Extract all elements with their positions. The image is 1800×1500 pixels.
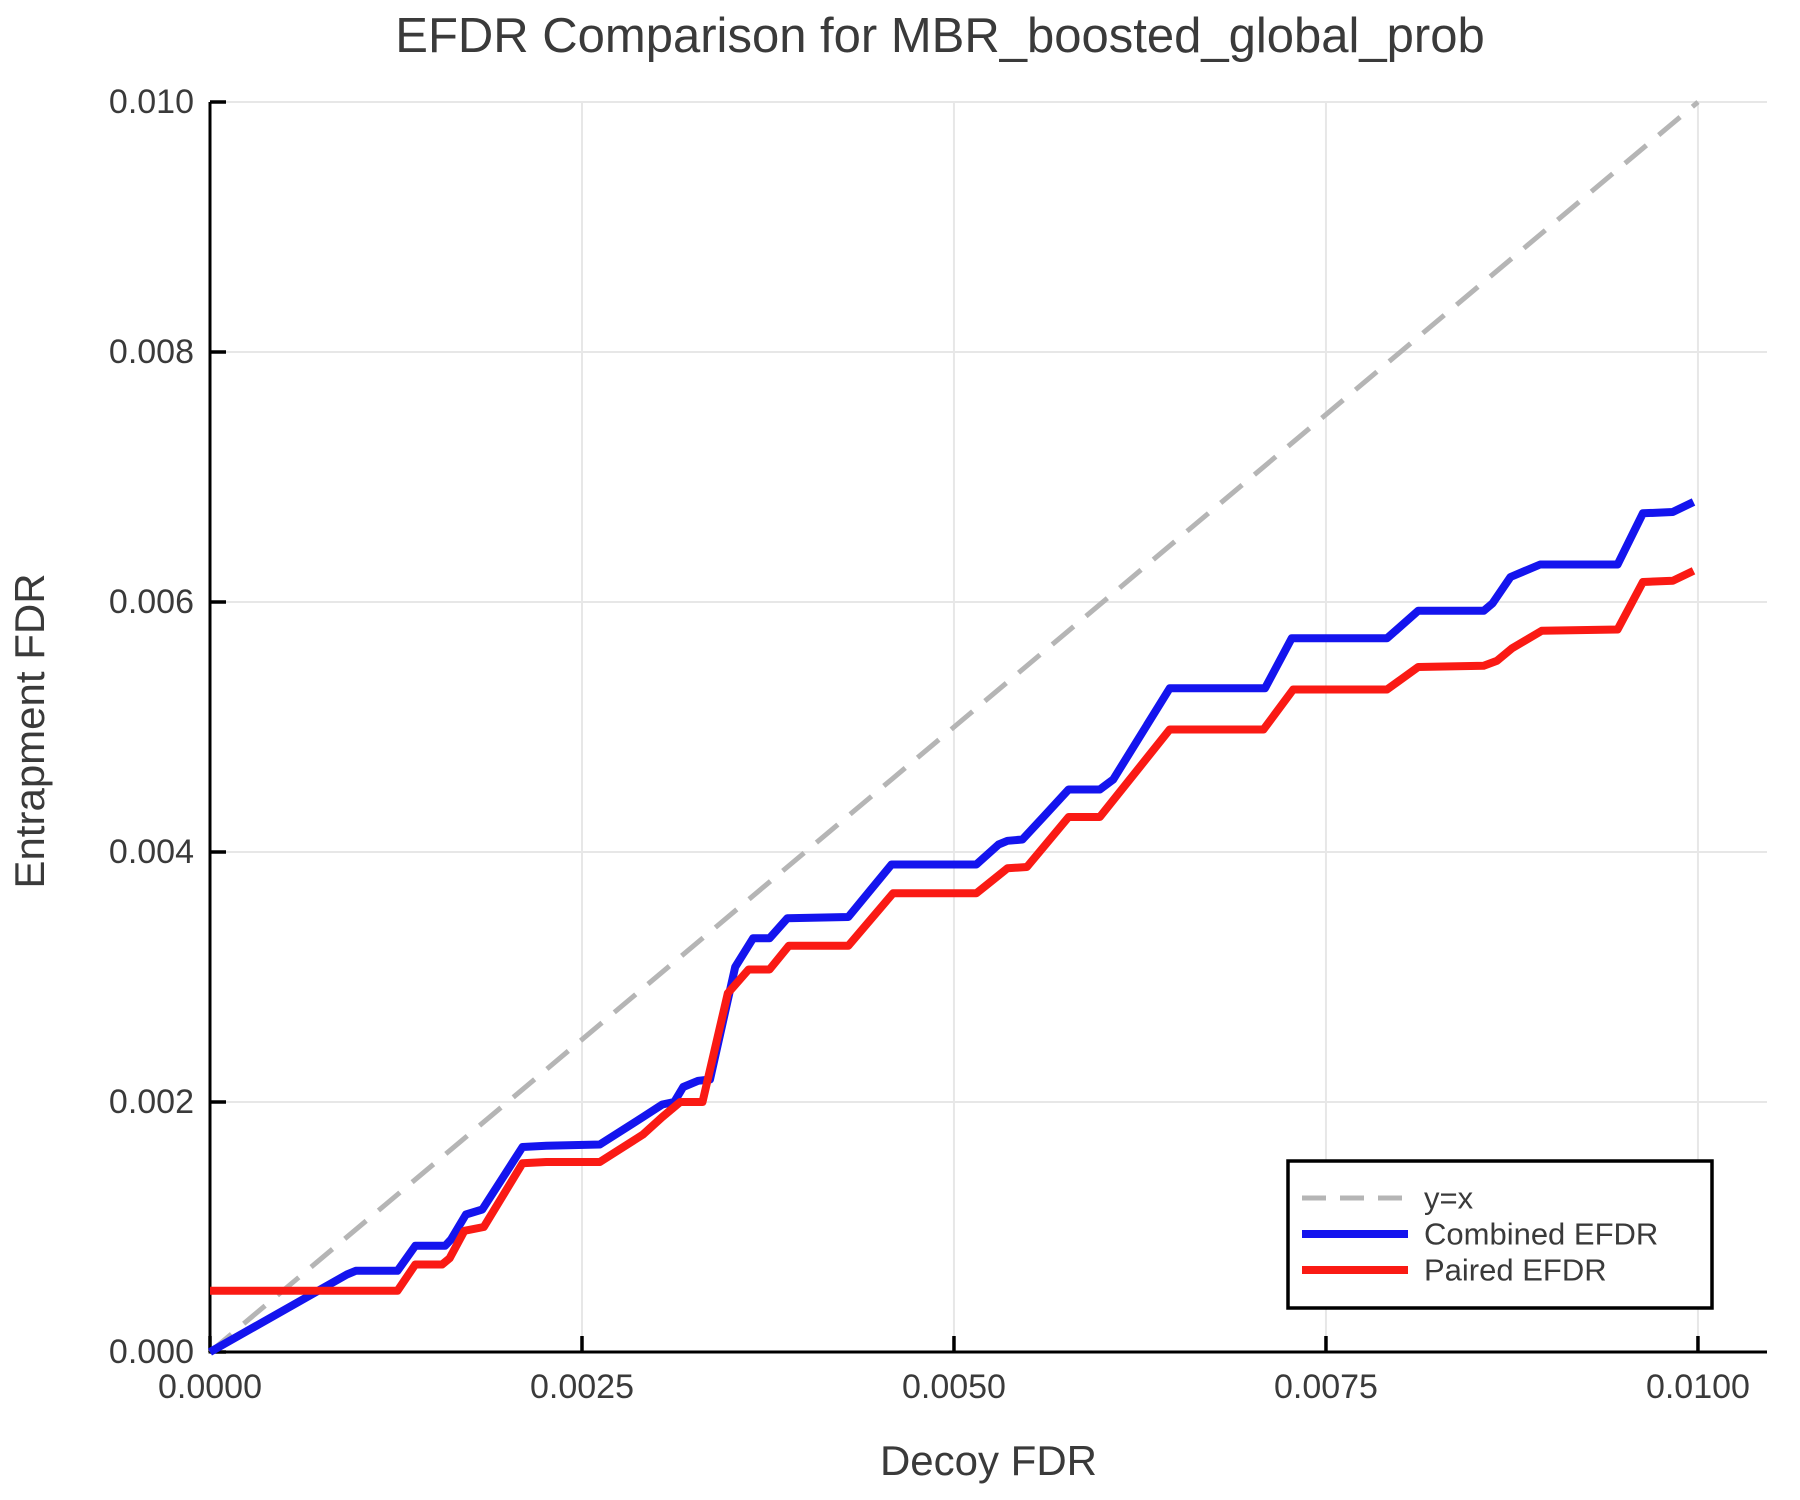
series-combined-efdr (208, 498, 1696, 1356)
x-tick-label: 0.0050 (902, 1368, 1006, 1406)
y-tick-label: 0.000 (109, 1333, 194, 1371)
y-tick-label: 0.004 (109, 833, 194, 871)
y-tick-label: 0.008 (109, 333, 194, 371)
chart-title: EFDR Comparison for MBR_boosted_global_p… (395, 9, 1485, 63)
x-tick-label: 0.0075 (1274, 1368, 1378, 1406)
legend-label: Paired EFDR (1424, 1253, 1607, 1288)
legend-label: Combined EFDR (1424, 1217, 1658, 1252)
x-axis-label: Decoy FDR (879, 1437, 1098, 1484)
x-tick-label: 0.0000 (158, 1368, 262, 1406)
series-paired-efdr (210, 567, 1696, 1295)
x-tick-label: 0.0025 (530, 1368, 634, 1406)
y-tick-label: 0.010 (109, 83, 194, 121)
y-tick-label: 0.006 (109, 583, 194, 621)
y-tick-label: 0.002 (109, 1083, 194, 1121)
x-tick-label: 0.0100 (1646, 1368, 1750, 1406)
series-y-x (208, 100, 1700, 1354)
legend-label: y=x (1424, 1181, 1474, 1216)
y-axis-label: Entrapment FDR (6, 573, 53, 889)
